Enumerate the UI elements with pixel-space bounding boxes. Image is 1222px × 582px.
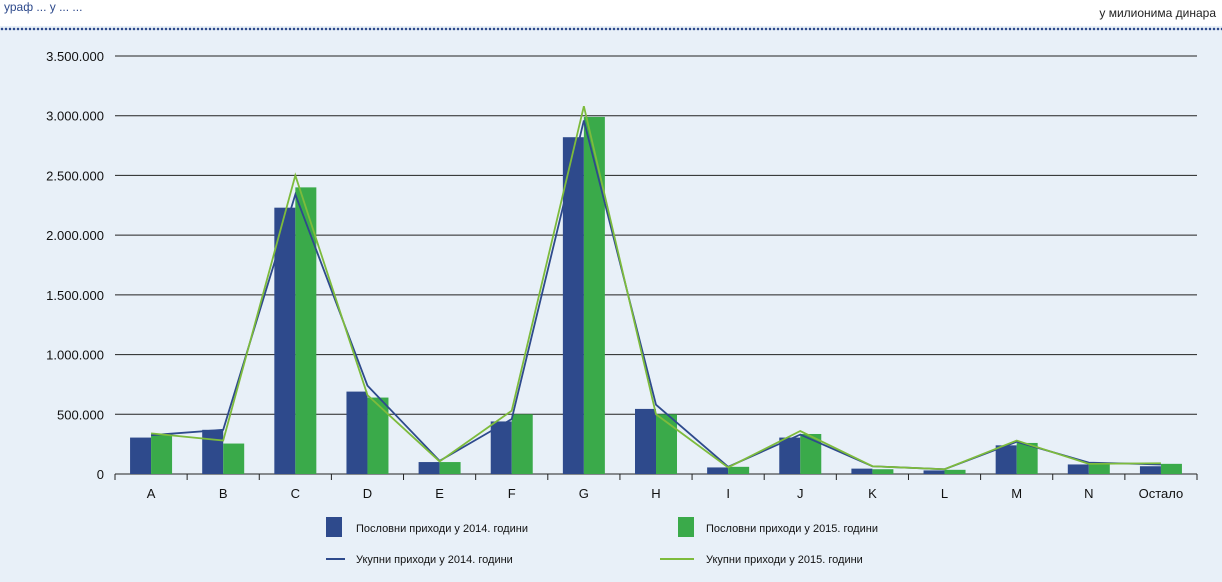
y-tick-label: 1.000.000 [46,348,104,363]
x-tick-label: I [726,486,730,501]
y-tick-label: 500.000 [57,407,104,422]
x-tick-label: N [1084,486,1093,501]
bar-2014-B [202,429,224,474]
x-tick-label: A [147,486,156,501]
bar-2014-A [130,437,152,474]
bar-2015-J [800,433,822,474]
x-tick-label: K [868,486,877,501]
bar-2015-C [295,187,317,474]
bar-2014-J [779,437,801,474]
bars [130,116,1182,474]
legend-swatch-bar-2014 [326,517,342,537]
x-tick-label: J [797,486,804,501]
y-tick-label: 2.000.000 [46,228,104,243]
bar-2014-L [923,470,945,474]
legend-label-bar-2015: Пословни приходи у 2015. години [706,523,878,535]
bar-2014-N [1067,464,1089,474]
x-tick-label: F [508,486,516,501]
legend-label-line-2015: Укупни приходи у 2015. години [706,554,863,566]
unit-label: у милионима динара [1099,6,1216,20]
bar-2014-F [490,421,512,474]
bar-2014-E [418,462,440,474]
x-tick-label: M [1011,486,1022,501]
bar-2015-D [367,397,389,474]
bar-2015-M [1016,442,1038,474]
bar-2015-N [1088,464,1110,474]
bar-2015-I [728,466,750,474]
y-tick-label: 2.500.000 [46,168,104,183]
x-tick-label: G [579,486,589,501]
bar-2014-Остало [1139,466,1161,474]
bar-2014-K [851,468,873,474]
y-tick-label: 0 [97,467,104,482]
x-tick-label: H [651,486,660,501]
y-tick-label: 1.500.000 [46,288,104,303]
bar-2015-Остало [1160,463,1182,474]
legend-label-bar-2014: Пословни приходи у 2014. години [356,523,528,535]
bar-2015-G [583,116,605,474]
header-strip: ураф ... у ... ... у милионима динара [0,0,1222,26]
legend: Пословни приходи у 2014. години Пословни… [326,517,878,566]
bar-2015-H [656,414,677,474]
bar-2014-C [274,207,296,474]
bar-2015-L [944,469,966,474]
bar-2015-K [872,469,894,474]
x-tick-label: B [219,486,228,501]
dotted-divider [0,27,1222,31]
bar-2015-F [511,414,533,474]
legend-swatch-bar-2015 [678,517,694,537]
y-tick-label: 3.500.000 [46,49,104,64]
x-tick-label: L [941,486,948,501]
bar-2014-D [346,391,368,474]
bar-2014-G [562,137,584,474]
x-tick-label: Остало [1139,486,1184,501]
x-tick-label: E [435,486,444,501]
x-tick-label: C [291,486,300,501]
bar-2014-H [635,408,656,474]
legend-label-line-2014: Укупни приходи у 2014. години [356,554,513,566]
bar-2015-E [439,462,461,474]
bar-2014-M [995,445,1017,474]
y-axis-ticks: 0 500.000 1.000.000 1.500.000 2.000.000 2.500… [46,49,104,482]
y-tick-label: 3.000.000 [46,109,104,124]
line-2015 [150,105,1161,471]
bar-2014-I [707,467,729,474]
x-tick-label: D [363,486,372,501]
bar-2015-B [223,443,245,474]
page-title: ураф ... у ... ... [4,0,83,14]
lines [150,105,1161,471]
bar-2015-A [151,434,173,474]
x-axis-ticks: A B C D E F G H I J K L M N Остало [147,486,1184,501]
